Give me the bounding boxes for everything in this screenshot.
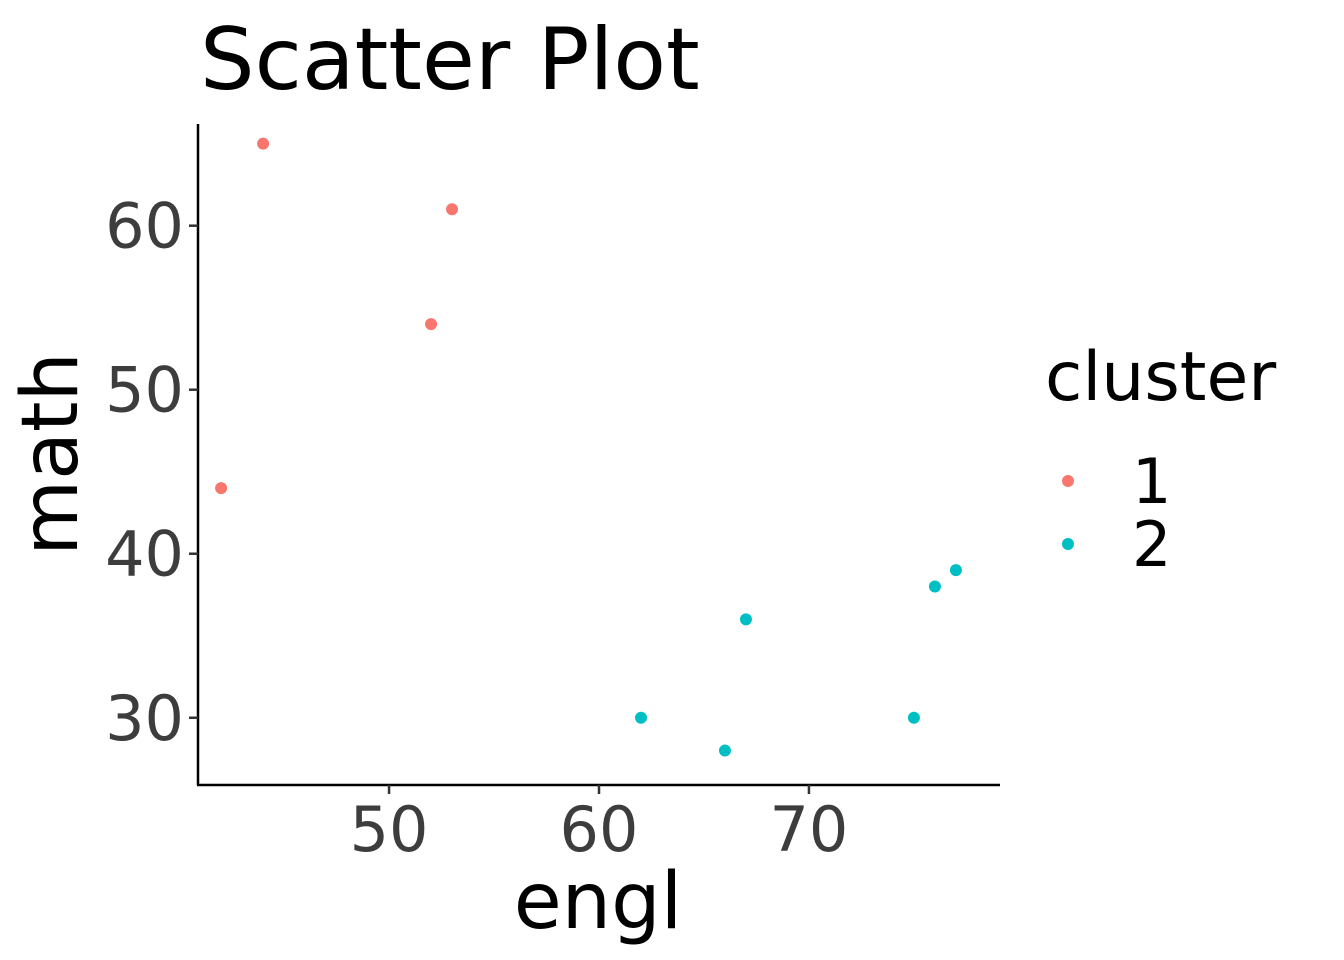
data-point-cluster-2 — [718, 744, 731, 757]
data-points — [215, 137, 962, 757]
data-point-cluster-2 — [739, 613, 752, 626]
legend: cluster 12 — [1045, 338, 1276, 581]
data-point-cluster-1 — [257, 137, 270, 150]
x-tick-label: 60 — [560, 793, 639, 866]
data-point-cluster-1 — [425, 318, 438, 331]
legend-entries: 12 — [1062, 445, 1171, 581]
x-tick-label: 70 — [769, 793, 848, 866]
axes — [196, 124, 1000, 787]
data-point-cluster-1 — [215, 482, 228, 495]
y-tick-label: 40 — [105, 518, 184, 591]
y-tick-label: 50 — [105, 354, 184, 427]
legend-label-2: 2 — [1132, 508, 1171, 581]
data-point-cluster-2 — [634, 711, 647, 724]
y-tick-label: 30 — [105, 682, 184, 755]
data-point-cluster-2 — [907, 711, 920, 724]
legend-label-1: 1 — [1132, 445, 1171, 518]
data-point-cluster-1 — [446, 203, 459, 216]
data-point-cluster-2 — [949, 564, 962, 577]
legend-key-1 — [1062, 475, 1074, 487]
x-tick-label: 50 — [350, 793, 429, 866]
y-ticks: 30 40 50 60 — [105, 190, 198, 755]
legend-title: cluster — [1045, 338, 1276, 417]
y-tick-label: 60 — [105, 190, 184, 263]
x-axis-title: engl — [514, 857, 683, 947]
data-point-cluster-2 — [928, 580, 941, 593]
legend-key-2 — [1062, 538, 1074, 550]
chart-title: Scatter Plot — [200, 10, 700, 110]
x-ticks: 50 60 70 — [350, 785, 848, 866]
y-axis-title: math — [6, 352, 96, 556]
